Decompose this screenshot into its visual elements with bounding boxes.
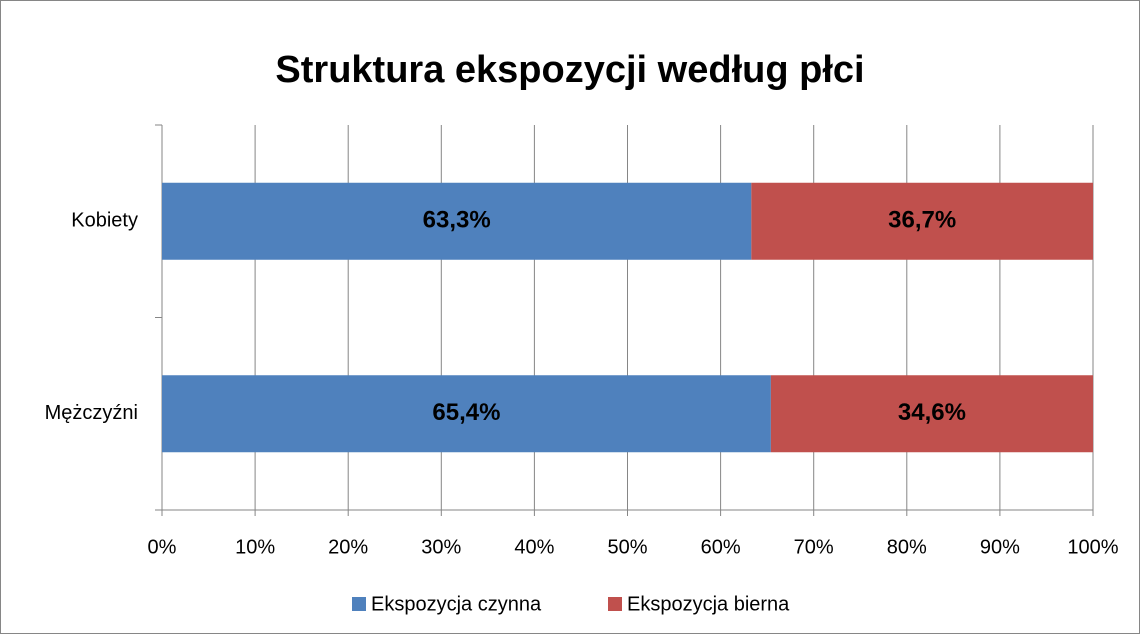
- x-tick-label: 60%: [701, 536, 741, 558]
- x-tick-label: 90%: [980, 536, 1020, 558]
- legend-swatch: [608, 597, 622, 611]
- legend-swatch: [352, 597, 366, 611]
- y-tick-label: Mężczyźni: [45, 402, 138, 424]
- chart-title: Struktura ekspozycji według płci: [275, 49, 864, 91]
- bar-segment: [162, 182, 752, 260]
- y-tick-label: Kobiety: [71, 210, 138, 232]
- legend-label: Ekspozycja bierna: [627, 593, 790, 615]
- x-tick-label: 0%: [148, 536, 177, 558]
- x-tick-label: 20%: [328, 536, 368, 558]
- data-label: 36,7%: [888, 207, 956, 234]
- data-label: 34,6%: [898, 399, 966, 426]
- x-tick-label: 50%: [607, 536, 647, 558]
- x-tick-label: 70%: [794, 536, 834, 558]
- x-tick-label: 100%: [1067, 536, 1118, 558]
- data-label: 63,3%: [423, 207, 491, 234]
- x-tick-label: 80%: [887, 536, 927, 558]
- legend-label: Ekspozycja czynna: [371, 593, 542, 615]
- bar-segment: [162, 375, 771, 453]
- x-tick-label: 30%: [421, 536, 461, 558]
- x-tick-label: 10%: [235, 536, 275, 558]
- x-tick-label: 40%: [514, 536, 554, 558]
- bar-segment: [751, 182, 1093, 260]
- bar-segment: [770, 375, 1093, 453]
- data-label: 65,4%: [432, 399, 500, 426]
